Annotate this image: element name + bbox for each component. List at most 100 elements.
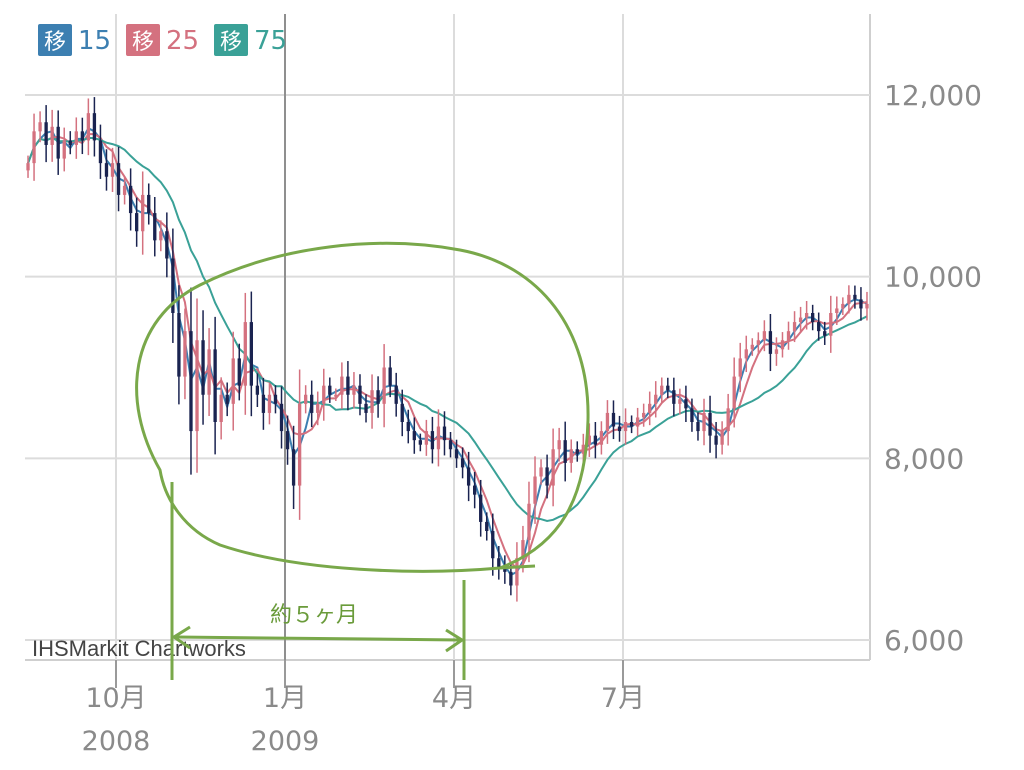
candle-body xyxy=(243,322,247,386)
candle-body xyxy=(334,394,338,397)
candle-body xyxy=(116,163,121,195)
candle-body xyxy=(762,331,767,341)
annotation-overlay: 約５ヶ月 xyxy=(135,241,590,680)
candle-body xyxy=(364,403,368,413)
candle-body xyxy=(708,412,712,436)
candle-body xyxy=(122,185,127,195)
candle-body xyxy=(44,122,48,145)
candle-body xyxy=(654,394,658,404)
x-tick-label-month: 4月 xyxy=(432,683,476,714)
candle-body xyxy=(358,385,362,404)
candle-body xyxy=(768,331,773,354)
candle-body xyxy=(352,385,356,395)
candle-body xyxy=(804,313,809,318)
candle-body xyxy=(62,140,66,159)
candle-body xyxy=(213,349,217,422)
candle-body xyxy=(38,122,42,132)
candle-body xyxy=(430,431,435,450)
candle-body xyxy=(165,231,169,259)
candle-body xyxy=(370,390,374,413)
candle-body xyxy=(750,344,754,350)
candle-body xyxy=(744,349,748,359)
candle-body xyxy=(237,358,241,386)
candle-body xyxy=(201,340,205,395)
candle-body xyxy=(80,131,84,141)
candle-body xyxy=(479,494,483,522)
candle-body xyxy=(448,440,453,450)
candle-body xyxy=(823,331,827,336)
legend-key-box xyxy=(126,24,160,56)
y-axis: 12,000 10,000 8,000 6,000 xyxy=(884,79,982,657)
candle-body xyxy=(835,308,839,313)
candle-body xyxy=(316,403,320,413)
candle-body xyxy=(267,394,272,413)
candle-body xyxy=(400,403,404,422)
candle-body xyxy=(509,571,513,586)
candle-body xyxy=(847,294,851,304)
candle-body xyxy=(189,331,193,432)
candle-body xyxy=(68,140,72,145)
candle-body xyxy=(304,394,308,404)
candle-body xyxy=(219,394,223,422)
candle-body xyxy=(617,426,622,432)
candle-body xyxy=(147,194,151,214)
candle-body xyxy=(635,417,640,427)
candle-body xyxy=(231,358,235,404)
candle-body xyxy=(92,113,97,141)
candle-body xyxy=(32,131,36,164)
candle-body xyxy=(660,385,664,395)
candle-body xyxy=(473,485,477,495)
candle-body xyxy=(159,231,163,241)
candle-body xyxy=(527,503,531,541)
y-tick-label: 10,000 xyxy=(884,261,982,294)
candle-body xyxy=(460,458,465,468)
candle-body xyxy=(104,163,109,177)
candle-body xyxy=(195,340,199,432)
candle-body xyxy=(587,435,591,445)
candle-body xyxy=(406,422,410,432)
candle-body xyxy=(261,394,266,413)
candle-body xyxy=(859,299,863,309)
candle-body xyxy=(454,449,459,459)
candle-body xyxy=(780,340,785,350)
candle-body xyxy=(865,303,869,309)
candle-body xyxy=(792,322,797,332)
candle-body xyxy=(714,435,718,445)
candle-body xyxy=(497,558,501,568)
legend-item: 移 75 xyxy=(214,24,287,56)
candle-body xyxy=(629,422,634,427)
candle-body xyxy=(774,349,779,354)
y-tick-label: 8,000 xyxy=(884,442,964,475)
legend-key-text: 移 xyxy=(220,30,242,55)
candles xyxy=(26,97,869,602)
legend-item: 移 15 xyxy=(38,24,111,56)
candle-body xyxy=(346,376,350,395)
candle-body xyxy=(110,163,115,177)
candle-body xyxy=(424,431,429,445)
legend-label: 15 xyxy=(78,26,111,56)
y-tick-label: 12,000 xyxy=(884,79,982,112)
x-tick-label-month: 7月 xyxy=(601,683,645,714)
candle-body xyxy=(376,390,380,404)
annotation-circle xyxy=(135,241,590,573)
candle-body xyxy=(581,444,585,454)
candle-body xyxy=(26,163,30,171)
ma-line-25 xyxy=(27,133,868,570)
candle-body xyxy=(593,435,598,445)
annotation-label: 約５ヶ月 xyxy=(270,603,358,628)
candle-body xyxy=(515,558,519,586)
candle-body xyxy=(183,331,187,377)
candle-body xyxy=(418,440,422,445)
candle-body xyxy=(322,385,326,404)
candle-body xyxy=(382,367,386,404)
candle-body xyxy=(225,394,229,404)
candle-body xyxy=(128,185,133,214)
candle-body xyxy=(605,412,610,432)
candle-body xyxy=(171,258,175,313)
candle-body xyxy=(521,540,525,559)
y-tick-label: 6,000 xyxy=(884,624,964,657)
candle-body xyxy=(623,422,628,432)
candle-body xyxy=(442,426,447,441)
annotation-bottom-tick xyxy=(499,564,536,570)
annotation-arrow-right-head xyxy=(445,628,465,653)
